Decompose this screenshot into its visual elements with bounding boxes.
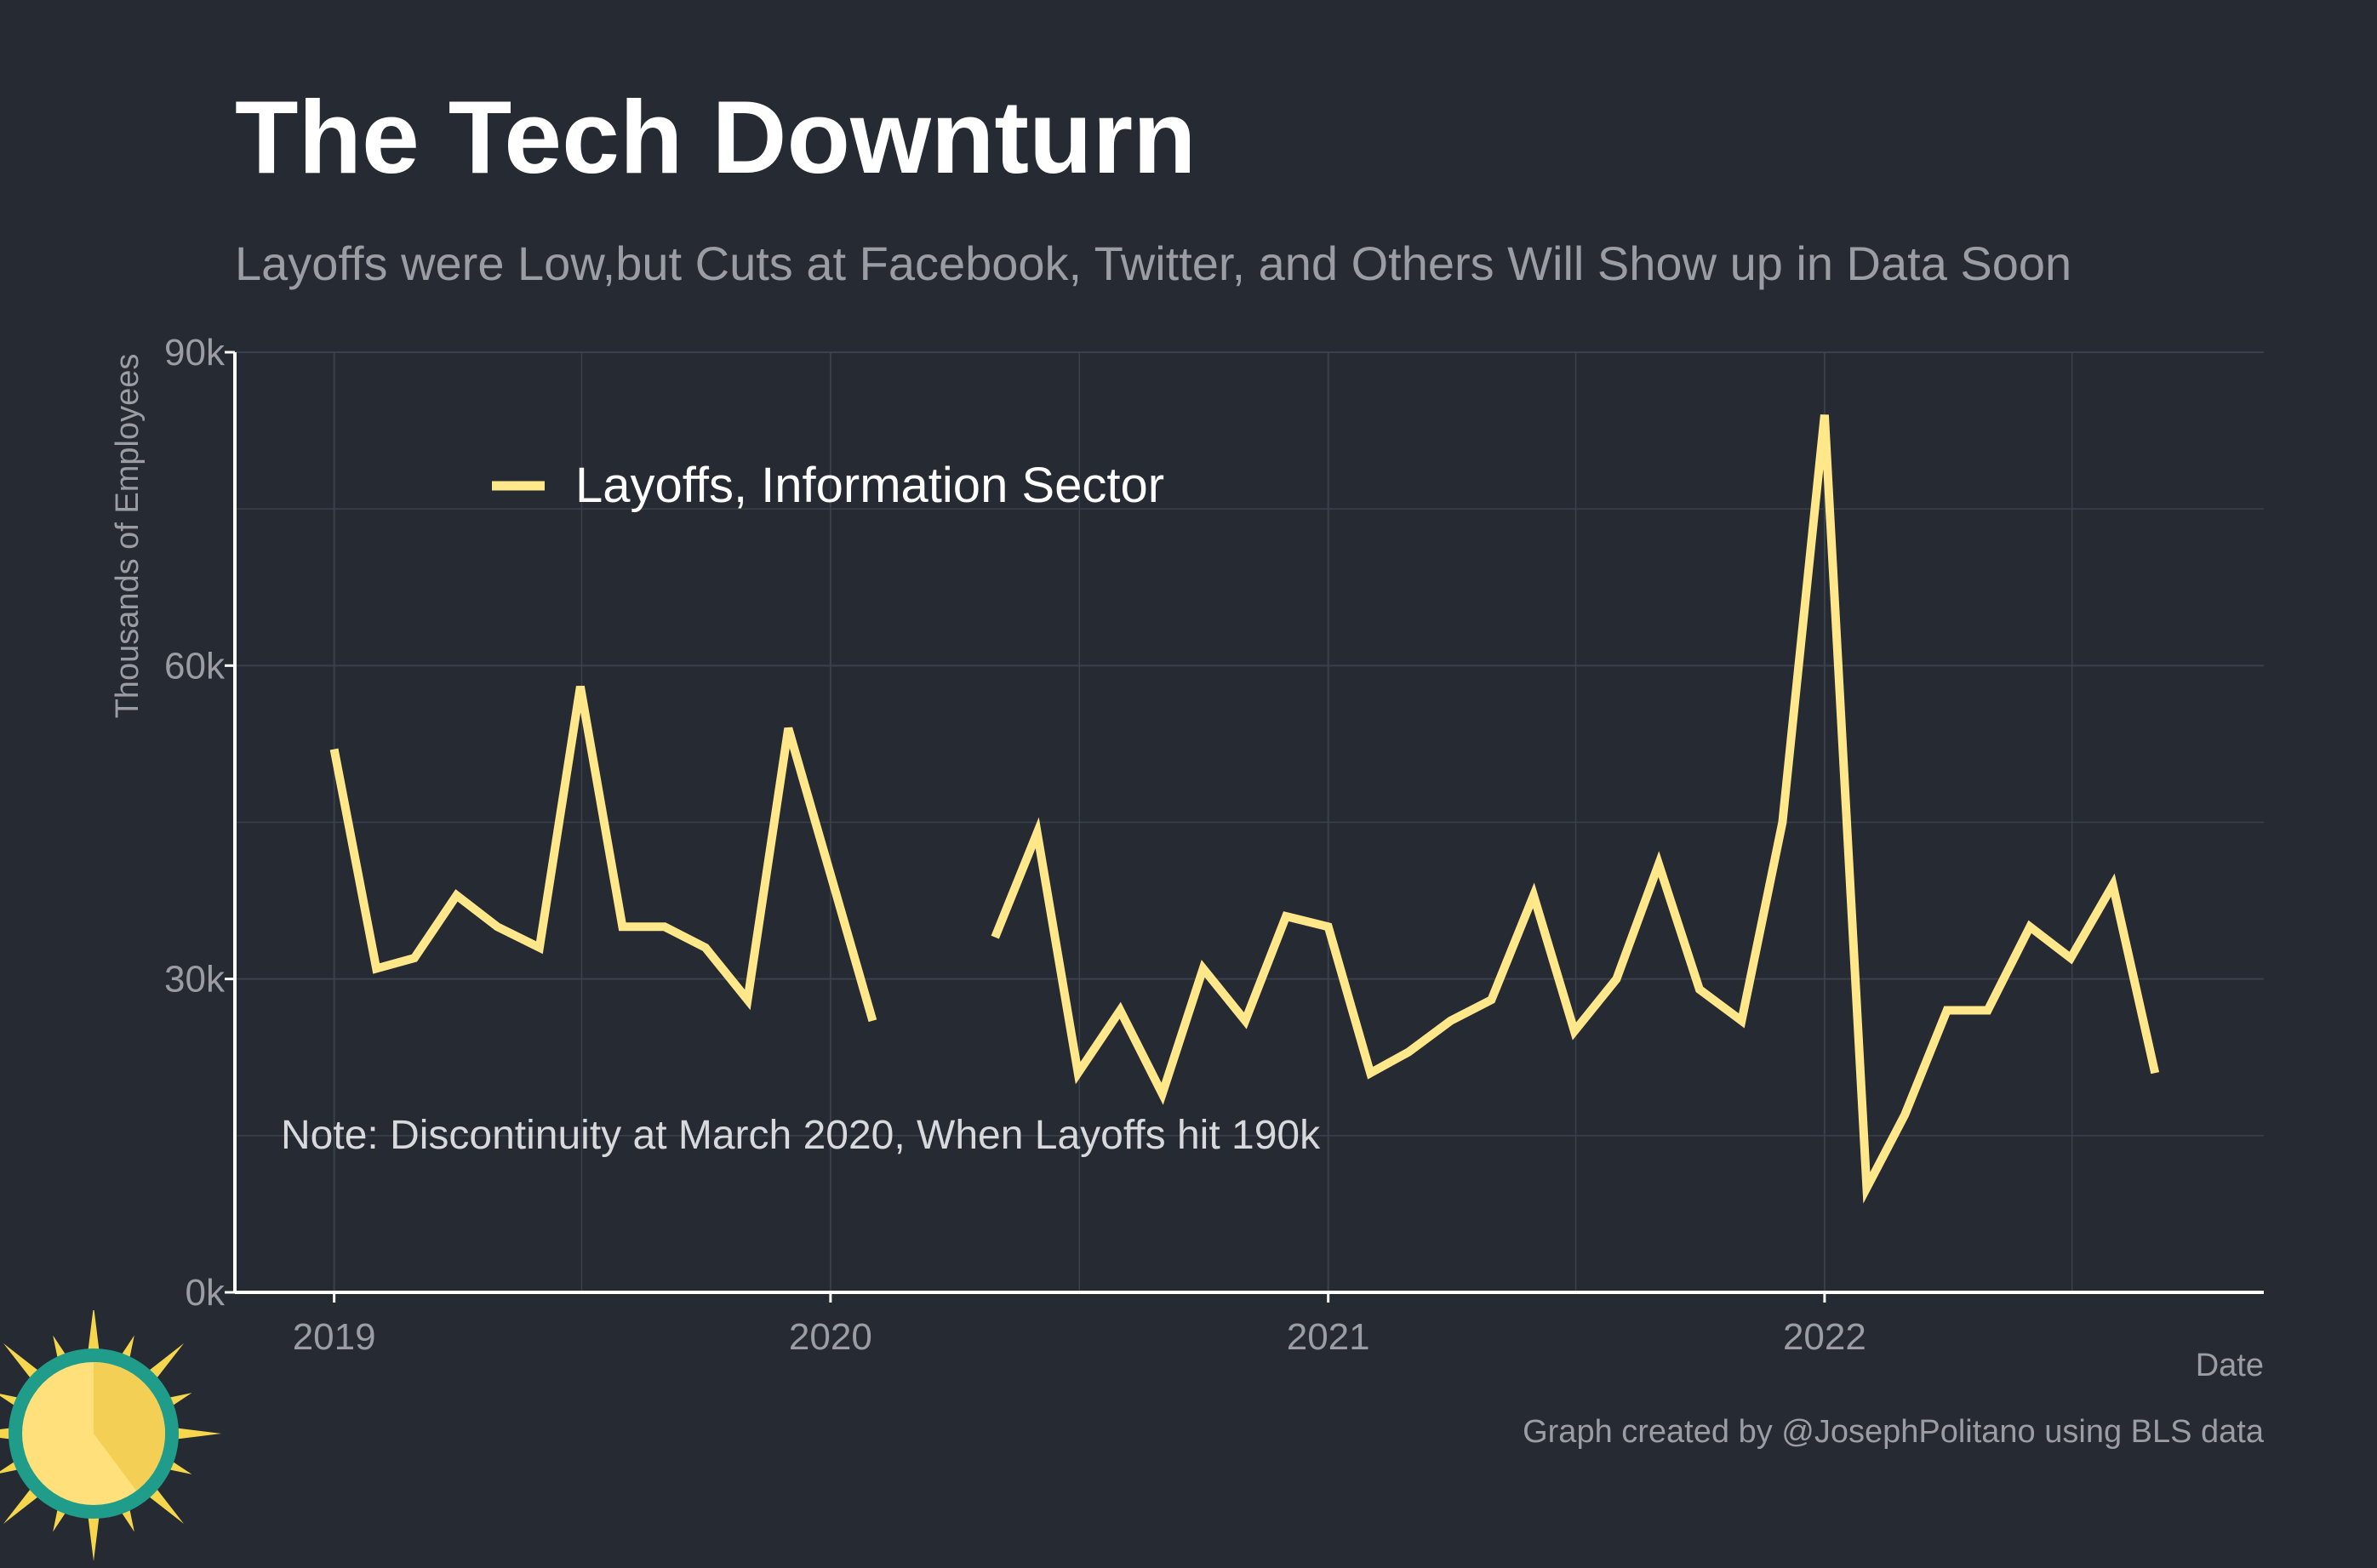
y-tick-label: 90k	[164, 332, 226, 373]
y-axis-label: Thousands of Employees	[110, 354, 146, 719]
grid-major	[235, 351, 2264, 1292]
chart-subtitle: Layoffs were Low,but Cuts at Facebook, T…	[235, 237, 2072, 290]
source-caption: Graph created by @JosephPolitano using B…	[1523, 1414, 2264, 1450]
x-axis-label: Date	[2195, 1348, 2264, 1383]
legend: Layoffs, Information Sector	[492, 458, 1164, 513]
x-tick-label: 2020	[789, 1316, 872, 1358]
sun-shade	[94, 1362, 165, 1491]
x-tick-label: 2019	[293, 1316, 376, 1358]
legend-label: Layoffs, Information Sector	[575, 458, 1164, 513]
y-axis-ticks: 0k 30k 60k 90k	[164, 332, 235, 1314]
sun-logo-icon	[0, 1310, 221, 1561]
y-tick-label: 30k	[164, 959, 226, 1001]
x-axis-ticks: 2019 2020 2021 2022	[293, 1292, 1866, 1358]
chart-title: The Tech Downturn	[235, 79, 1197, 195]
x-tick-label: 2022	[1783, 1316, 1866, 1358]
chart-note: Note: Discontinuity at March 2020, When …	[281, 1113, 1321, 1158]
y-tick-label: 60k	[164, 645, 226, 687]
series-layer	[329, 414, 2160, 1204]
x-tick-label: 2021	[1287, 1316, 1370, 1358]
grid-minor	[235, 352, 2264, 1292]
series-line	[329, 414, 2160, 1204]
y-tick-label: 0k	[186, 1272, 226, 1314]
